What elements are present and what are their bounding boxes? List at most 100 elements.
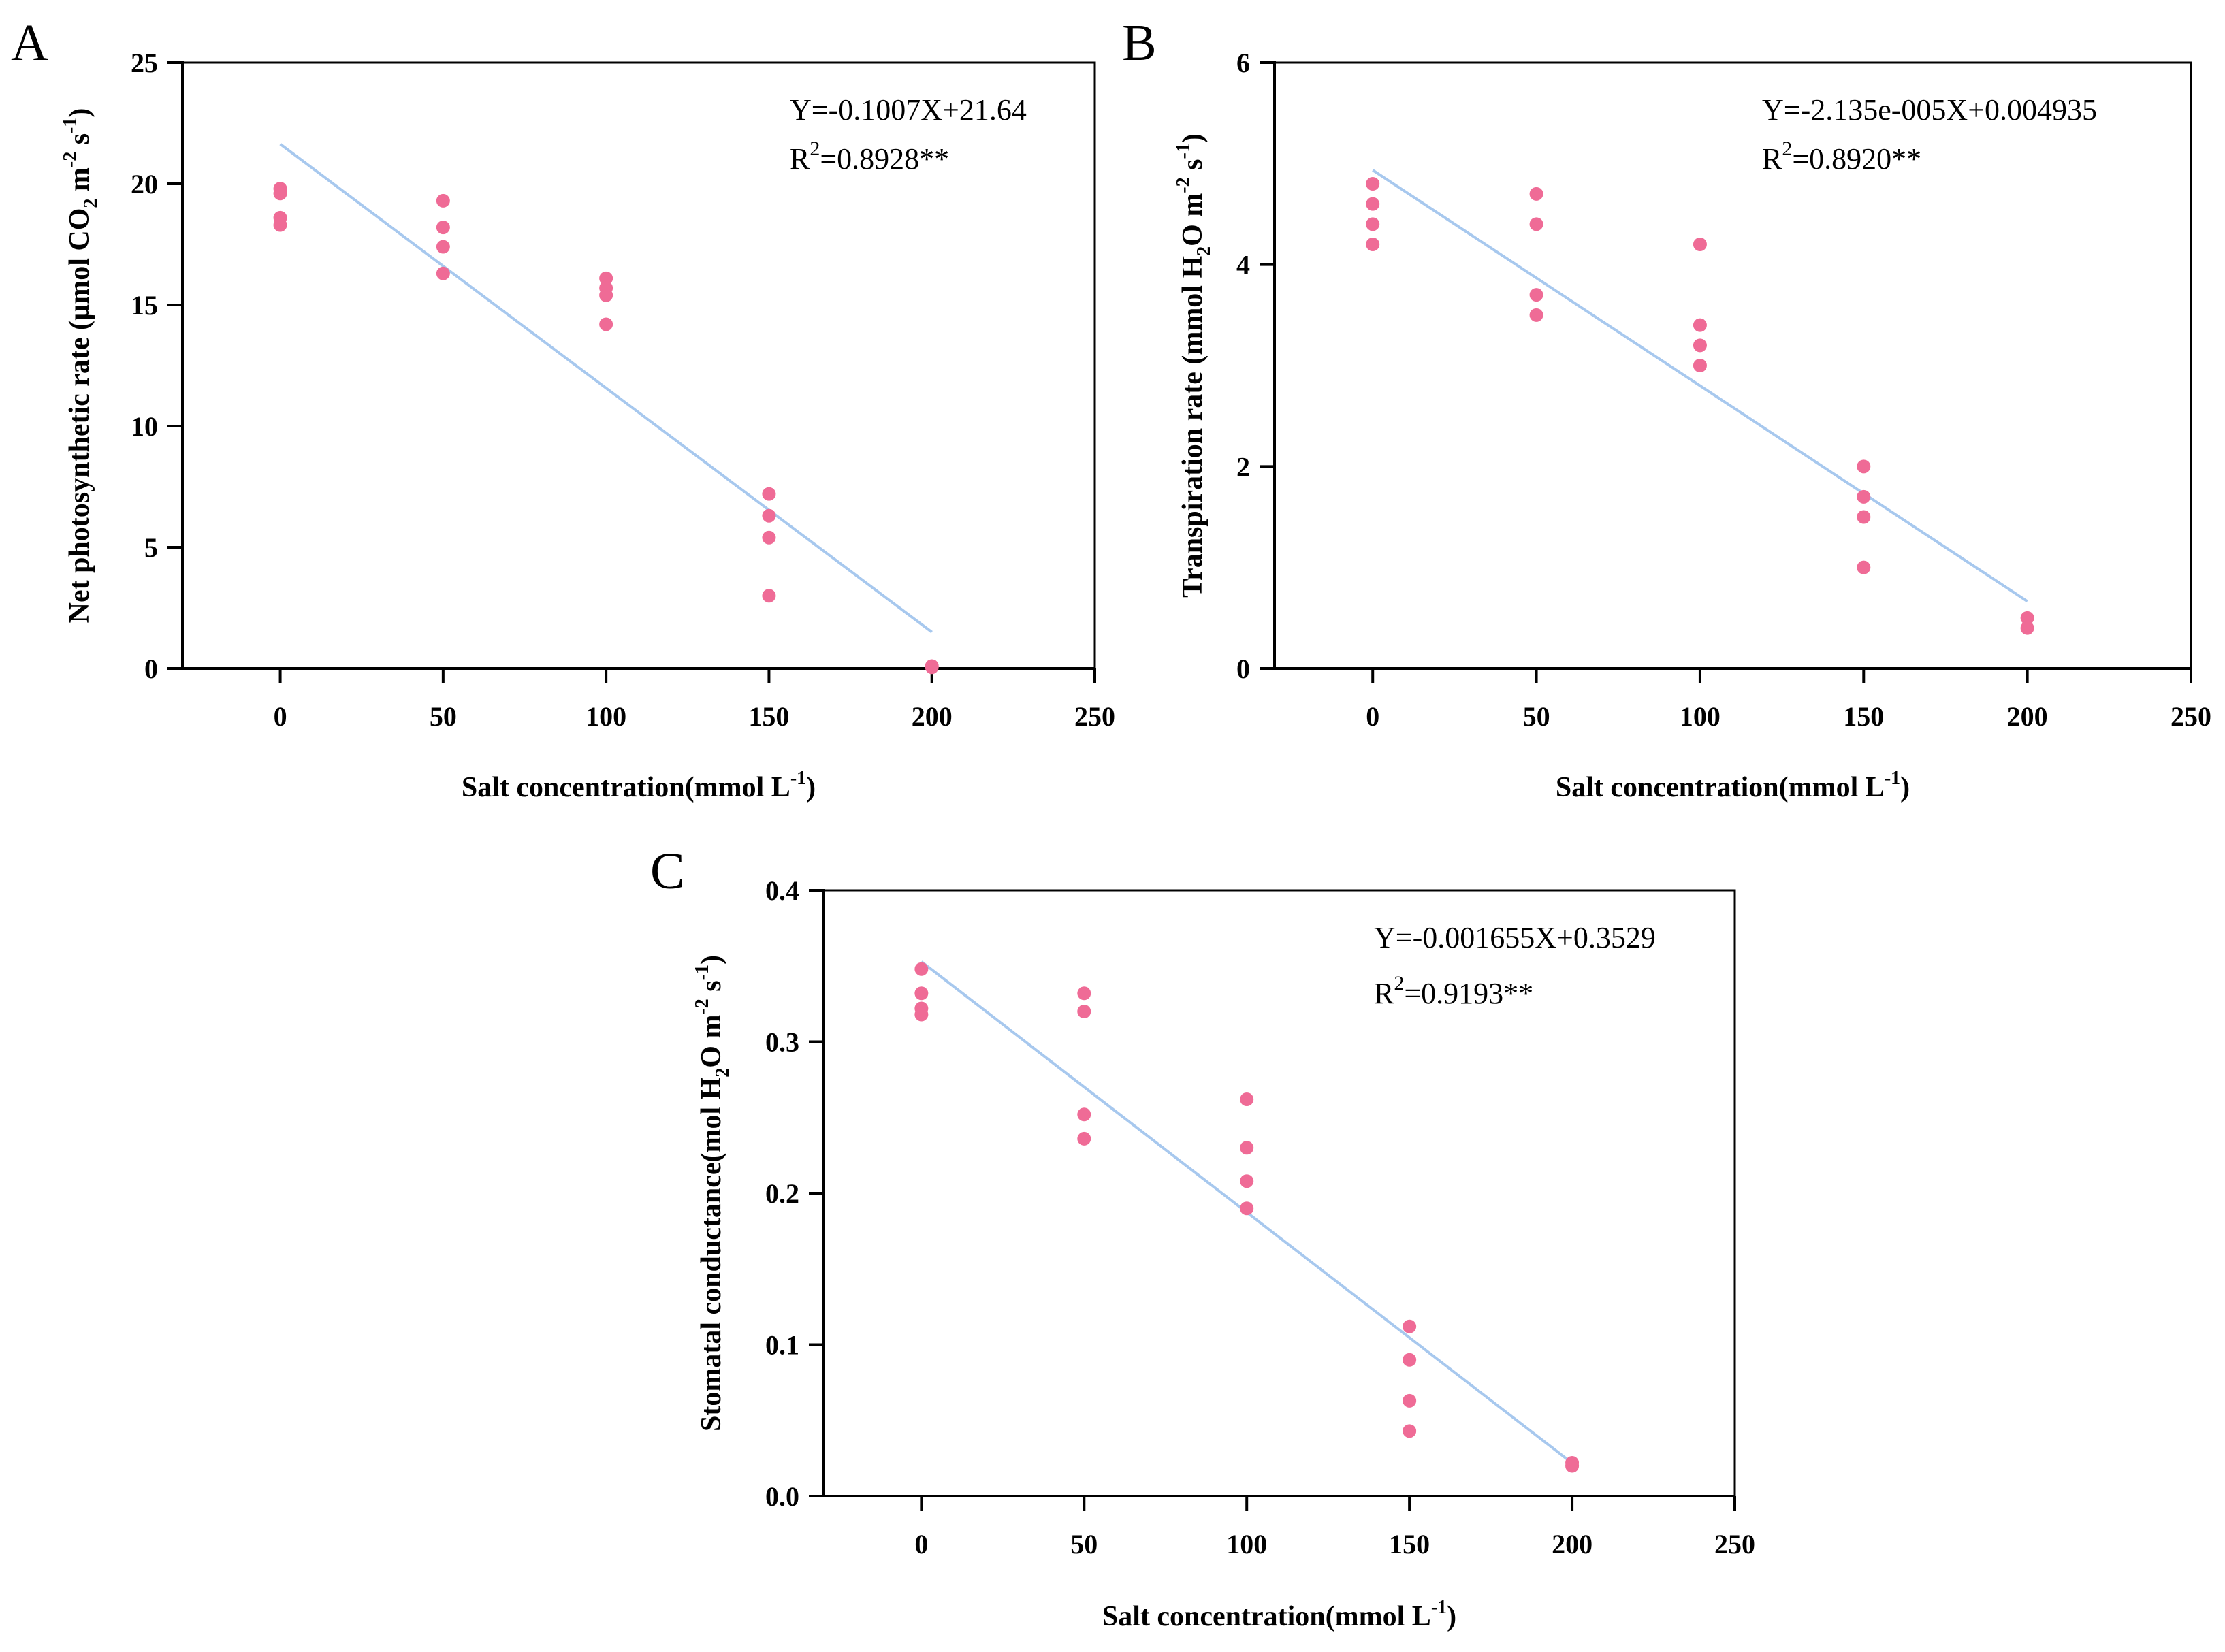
x-axis-title-close: ) [806, 772, 816, 803]
panel-letter: A [11, 14, 48, 71]
plot-frame [182, 61, 1096, 668]
y-axis-title-part: O m [696, 1015, 727, 1068]
y-axis-title-part: -2 [692, 999, 713, 1014]
data-point [436, 240, 450, 254]
data-point [925, 660, 939, 675]
data-point [762, 487, 776, 501]
x-tick-label: 50 [430, 701, 457, 732]
data-point [1240, 1092, 1254, 1107]
x-tick-label: 250 [2171, 701, 2211, 732]
data-point [436, 221, 450, 235]
x-tick-label: 250 [1714, 1529, 1755, 1559]
y-axis-title-part: -2 [1173, 177, 1194, 193]
data-point [436, 193, 450, 208]
x-tick-label: 200 [1552, 1529, 1592, 1559]
data-point [914, 1007, 929, 1022]
x-tick-label: 0 [1366, 701, 1379, 732]
panel-b: B 0 2 4 6 0 50 100 150 200 250 Salt concentration(m… [1122, 14, 2211, 803]
data-point [762, 589, 776, 603]
data-point [914, 986, 929, 1001]
x-axis-title-text: Salt concentration(mmol L [1556, 772, 1885, 803]
plot-frame [1275, 61, 2192, 668]
x-axis-title-text: Salt concentration(mmol L [1102, 1601, 1431, 1632]
data-point [1529, 308, 1543, 322]
x-axis-title-text: Salt concentration(mmol L [462, 772, 790, 803]
x-tick-label: 200 [912, 701, 953, 732]
regression-equation: Y=-0.1007X+21.64 [790, 93, 1027, 127]
y-tick-label: 0.0 [765, 1481, 799, 1512]
panel-letter: C [650, 843, 685, 900]
x-axis-title-close: ) [1900, 772, 1910, 803]
x-tick-label: 100 [1226, 1529, 1267, 1559]
y-tick-label: 25 [131, 48, 158, 78]
plot-frame [824, 889, 1736, 1496]
y-tick-label: 5 [144, 532, 158, 563]
panel-c: C 0.0 0.1 0.2 0.3 0.4 0 50 100 150 200 250 Salt conc… [650, 843, 1755, 1632]
data-point [1857, 510, 1871, 524]
data-point [1529, 217, 1543, 231]
x-tick-label: 100 [1680, 701, 1720, 732]
y-axis-title-part: Net photosynthetic rate (µmol CO [64, 208, 95, 623]
r-squared-sup: 2 [1782, 137, 1792, 160]
y-tick-label: 0.1 [765, 1330, 799, 1361]
data-point [1565, 1459, 1580, 1473]
x-tick-label: 50 [1523, 701, 1550, 732]
x-axis-title: Salt concentration(mmol L-1) [462, 768, 816, 803]
r-squared-sup: 2 [810, 137, 820, 160]
x-axis-title-close: ) [1447, 1601, 1456, 1632]
y-tick-label: 0.3 [765, 1027, 799, 1058]
data-point [1529, 288, 1543, 302]
data-point [1240, 1174, 1254, 1188]
data-point [1366, 197, 1380, 211]
data-point [1403, 1424, 1417, 1438]
y-axis-title-part: -2 [60, 152, 81, 167]
data-point [1693, 238, 1707, 251]
regression-equation: Y=-0.001655X+0.3529 [1374, 921, 1656, 954]
y-tick-label: 0.2 [765, 1178, 799, 1209]
x-tick-label: 0 [274, 701, 287, 732]
data-point [436, 266, 450, 280]
r-squared-value: =0.9193** [1404, 977, 1533, 1010]
data-point [1077, 1107, 1091, 1122]
y-axis-title-part: O m [1177, 193, 1208, 246]
data-point [1693, 318, 1707, 332]
data-point [1403, 1353, 1417, 1367]
y-axis-title-part: Stomatal conductance(mol H [696, 1078, 727, 1431]
r-squared-label: R [790, 142, 810, 176]
y-axis-title-part: -1 [60, 118, 81, 133]
x-axis-title-sup: -1 [1885, 768, 1900, 789]
r-squared-value: =0.8928** [820, 142, 949, 176]
data-point [1240, 1201, 1254, 1216]
x-axis-title: Salt concentration(mmol L-1) [1102, 1597, 1456, 1632]
data-point [1077, 1005, 1091, 1018]
y-tick-label: 4 [1236, 250, 1250, 280]
data-point [1693, 359, 1707, 372]
r-squared-label: R [1374, 977, 1394, 1010]
x-tick-label: 50 [1070, 1529, 1098, 1559]
x-tick-label: 250 [1074, 701, 1115, 732]
data-point [273, 218, 287, 232]
y-axis-title-part: -1 [692, 965, 713, 980]
data-point [762, 508, 776, 523]
regression-line [279, 143, 933, 634]
y-tick-label: 20 [131, 169, 158, 199]
data-point [1077, 1131, 1091, 1146]
x-tick-label: 150 [1389, 1529, 1430, 1559]
x-axis-title-sup: -1 [790, 768, 806, 789]
y-tick-label: 0 [144, 653, 158, 684]
y-axis-title-part: ) [1177, 133, 1208, 143]
panel-letter: B [1122, 14, 1157, 71]
regression-equation: Y=-2.135e-005X+0.004935 [1762, 93, 2097, 127]
y-axis-title-part: s [696, 980, 727, 999]
data-point [599, 288, 613, 302]
data-point [914, 962, 929, 976]
y-axis-title-part: 2 [80, 199, 101, 208]
y-axis-title-part: s [1177, 159, 1208, 177]
r-squared: R2=0.9193** [1374, 972, 1533, 1010]
regression-line [1372, 169, 2028, 603]
x-axis-title: Salt concentration(mmol L-1) [1556, 768, 1910, 803]
x-tick-label: 150 [1843, 701, 1884, 732]
data-point [1077, 986, 1091, 1001]
